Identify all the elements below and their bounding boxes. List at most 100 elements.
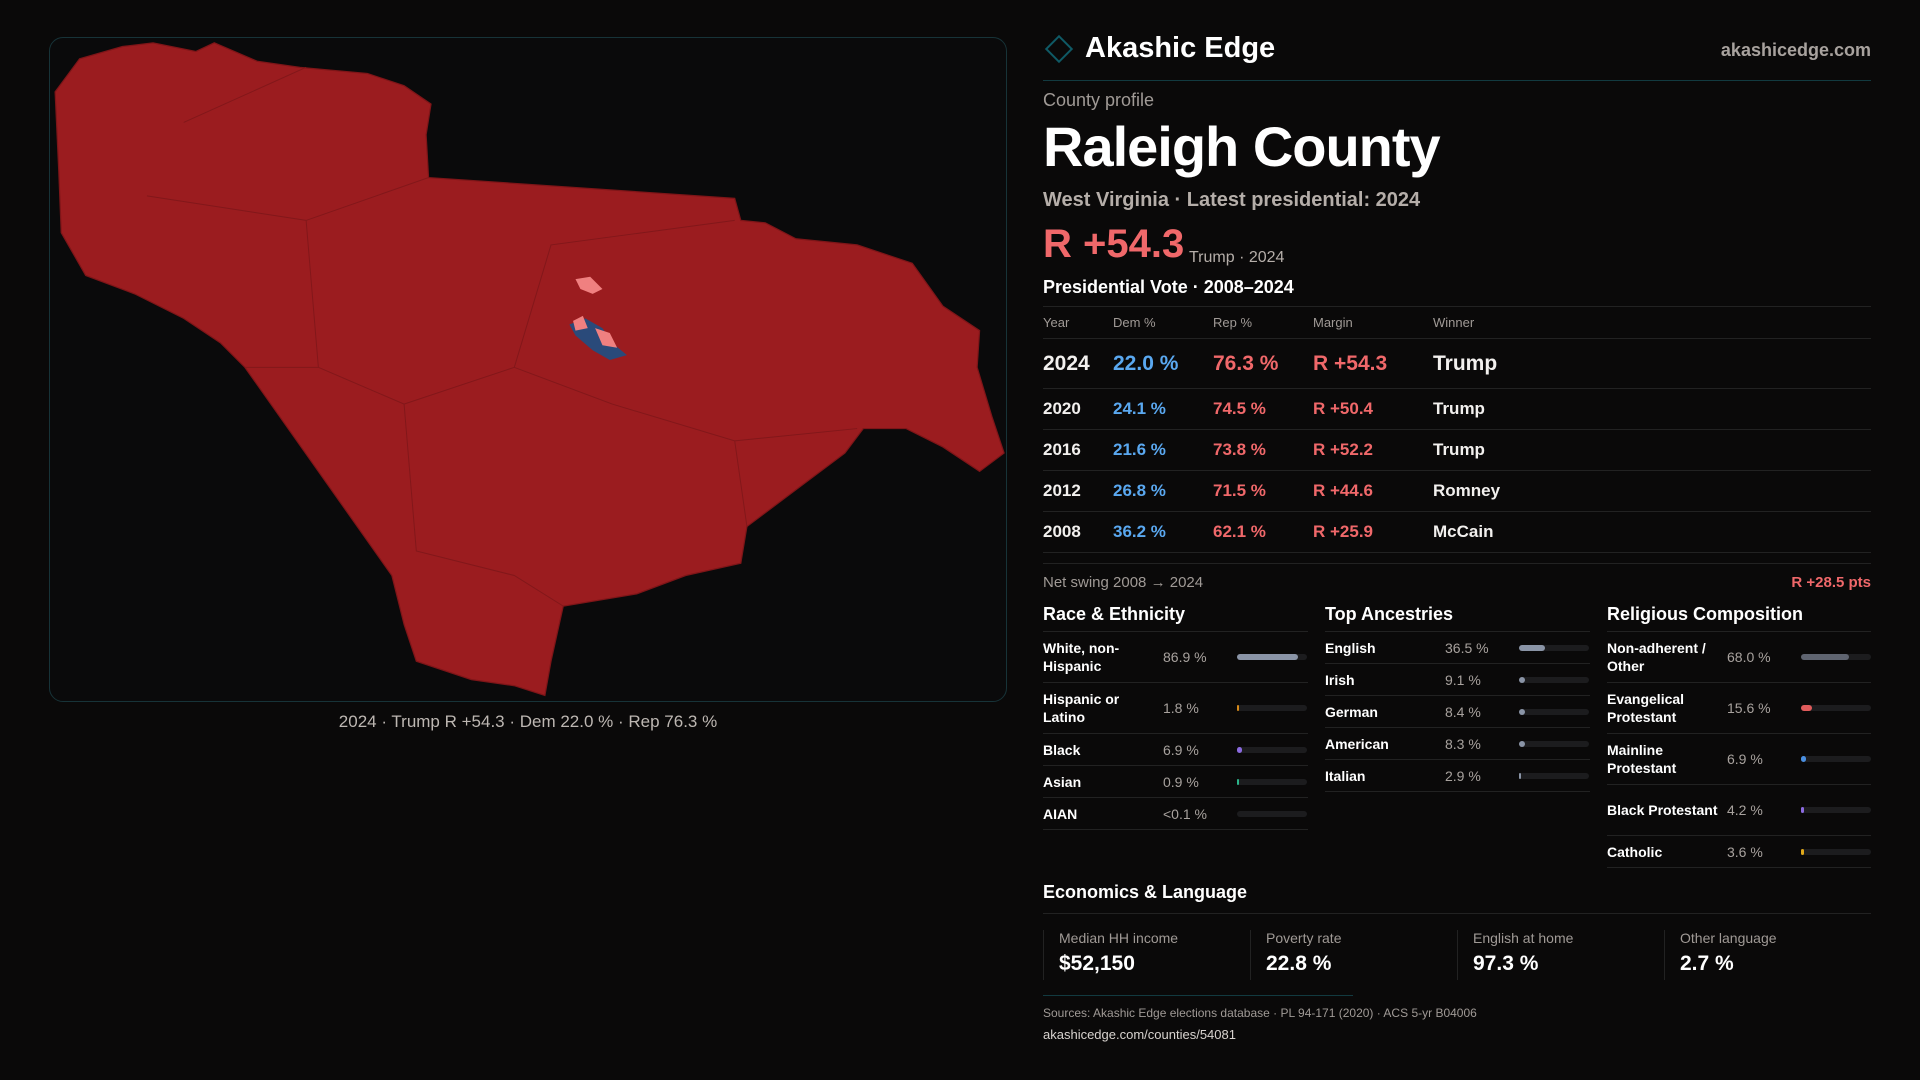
econ-stat: Poverty rate 22.8 %	[1250, 930, 1457, 980]
ancestry-value: 36.5 %	[1445, 639, 1489, 656]
econ-stat-value: 2.7 %	[1680, 952, 1734, 975]
vote-row[interactable]: 2012 26.8 % 71.5 % R +44.6 Romney	[1043, 471, 1871, 512]
religion-title: Religious Composition	[1607, 602, 1871, 632]
ancestry-bar	[1519, 708, 1589, 715]
econ-stat-label: English at home	[1473, 930, 1574, 946]
margin: R +52.2	[1313, 440, 1374, 459]
race-bar-fill	[1237, 746, 1242, 753]
col-winner: Winner	[1433, 315, 1475, 330]
ancestry-bar-fill	[1519, 740, 1525, 747]
religion-row: Black Protestant 4.2 %	[1607, 785, 1871, 836]
col-year: Year	[1043, 315, 1070, 330]
margin: R +50.4	[1313, 399, 1374, 418]
county-url[interactable]: akashicedge.com/counties/54081	[1043, 1027, 1236, 1042]
winner: McCain	[1433, 522, 1494, 541]
rep-pct: 76.3 %	[1213, 351, 1279, 375]
ancestry-label: English	[1325, 639, 1376, 656]
col-dem: Dem %	[1113, 315, 1156, 330]
ancestry-value: 8.3 %	[1445, 735, 1481, 752]
dem-pct: 36.2 %	[1113, 522, 1166, 541]
county-map-panel[interactable]	[49, 37, 1007, 702]
margin: R +25.9	[1313, 522, 1374, 541]
econ-stat-label: Median HH income	[1059, 930, 1179, 946]
vote-row[interactable]: 2008 36.2 % 62.1 % R +25.9 McCain	[1043, 512, 1871, 553]
econ-divider	[1043, 913, 1871, 914]
brand[interactable]: Akashic Edge	[1043, 32, 1275, 65]
site-link[interactable]: akashicedge.com	[1720, 40, 1871, 60]
race-label: AIAN	[1043, 805, 1078, 822]
race-value: <0.1 %	[1163, 805, 1207, 822]
margin: R +44.6	[1313, 481, 1374, 500]
race-bar	[1237, 654, 1307, 660]
vote-table: Year Dem % Rep % Margin Winner 2024 22.0 …	[1043, 306, 1871, 553]
col-rep: Rep %	[1213, 315, 1253, 330]
race-value: 6.9 %	[1163, 741, 1199, 758]
year: 2016	[1043, 440, 1081, 459]
religion-row: Non-adherent / Other 68.0 %	[1607, 632, 1871, 683]
vote-row[interactable]: 2020 24.1 % 74.5 % R +50.4 Trump	[1043, 389, 1871, 430]
race-label: Black	[1043, 741, 1081, 758]
ancestry-row: Irish 9.1 %	[1325, 664, 1590, 696]
page-subtitle: West Virginia · Latest presidential: 202…	[1043, 189, 1421, 211]
ancestry-value: 8.4 %	[1445, 703, 1481, 720]
race-bar	[1237, 705, 1307, 711]
religion-bar-fill	[1801, 705, 1812, 711]
rep-pct: 71.5 %	[1213, 481, 1266, 500]
econ-title: Economics & Language	[1043, 882, 1248, 902]
ancestry-label: American	[1325, 735, 1389, 752]
race-row: White, non-Hispanic 86.9 %	[1043, 632, 1308, 683]
race-label: White, non-Hispanic	[1043, 640, 1120, 674]
econ-stat-label: Other language	[1680, 930, 1777, 946]
page-kicker: County profile	[1043, 90, 1155, 110]
race-bar	[1237, 778, 1307, 785]
ancestry-bar	[1519, 772, 1589, 779]
diamond-logo-icon	[1044, 34, 1074, 63]
col-margin: Margin	[1313, 315, 1353, 330]
econ-stat: Other language 2.7 %	[1664, 930, 1871, 980]
econ-stat: Median HH income $52,150	[1043, 930, 1250, 980]
vote-section-title: Presidential Vote · 2008–2024	[1043, 277, 1294, 297]
religion-bar-fill	[1801, 848, 1804, 855]
religion-label: Catholic	[1607, 843, 1663, 860]
race-bar	[1237, 746, 1307, 753]
race-row: AIAN <0.1 %	[1043, 798, 1308, 830]
vote-row[interactable]: 2024 22.0 % 76.3 % R +54.3 Trump	[1043, 339, 1871, 389]
religion-bar	[1801, 654, 1871, 660]
net-swing-value: R +28.5 pts	[1791, 574, 1871, 591]
sources-note: Sources: Akashic Edge elections database…	[1043, 1006, 1477, 1020]
econ-stat-value: 22.8 %	[1266, 952, 1332, 975]
religion-bar	[1801, 807, 1871, 813]
race-bar-fill	[1237, 654, 1298, 660]
year: 2020	[1043, 399, 1081, 418]
econ-stat-label: Poverty rate	[1266, 930, 1342, 946]
vote-row[interactable]: 2016 21.6 % 73.8 % R +52.2 Trump	[1043, 430, 1871, 471]
religion-label: Black Protestant	[1607, 802, 1718, 818]
year: 2024	[1043, 351, 1090, 375]
ancestry-row: Italian 2.9 %	[1325, 760, 1590, 792]
religion-label: Non-adherent / Other	[1607, 640, 1706, 674]
brand-name: Akashic Edge	[1085, 32, 1276, 64]
race-row: Asian 0.9 %	[1043, 766, 1308, 798]
religion-value: 4.2 %	[1727, 802, 1763, 818]
religion-bar-fill	[1801, 756, 1806, 762]
page-title: Raleigh County	[1043, 115, 1441, 178]
ancestry-bar	[1519, 676, 1589, 683]
econ-stat: English at home 97.3 %	[1457, 930, 1664, 980]
map-caption: 2024 · Trump R +54.3 · Dem 22.0 % · Rep …	[338, 712, 718, 731]
religion-value: 15.6 %	[1727, 700, 1771, 716]
religion-row: Evangelical Protestant 15.6 %	[1607, 683, 1871, 734]
rep-pct: 74.5 %	[1213, 399, 1266, 418]
ancestry-row: German 8.4 %	[1325, 696, 1590, 728]
ancestry-value: 9.1 %	[1445, 671, 1481, 688]
year: 2012	[1043, 481, 1081, 500]
ancestry-label: Irish	[1325, 671, 1355, 688]
rep-pct: 62.1 %	[1213, 522, 1266, 541]
ancestry-value: 2.9 %	[1445, 767, 1481, 784]
winner: Trump	[1433, 440, 1485, 459]
rep-pct: 73.8 %	[1213, 440, 1266, 459]
header-divider	[1043, 80, 1871, 81]
econ-stat-value: $52,150	[1059, 952, 1135, 975]
religion-label: Mainline Protestant	[1607, 742, 1677, 776]
race-label: Hispanic or Latino	[1043, 691, 1120, 725]
ancestry-bar-fill	[1519, 676, 1526, 683]
